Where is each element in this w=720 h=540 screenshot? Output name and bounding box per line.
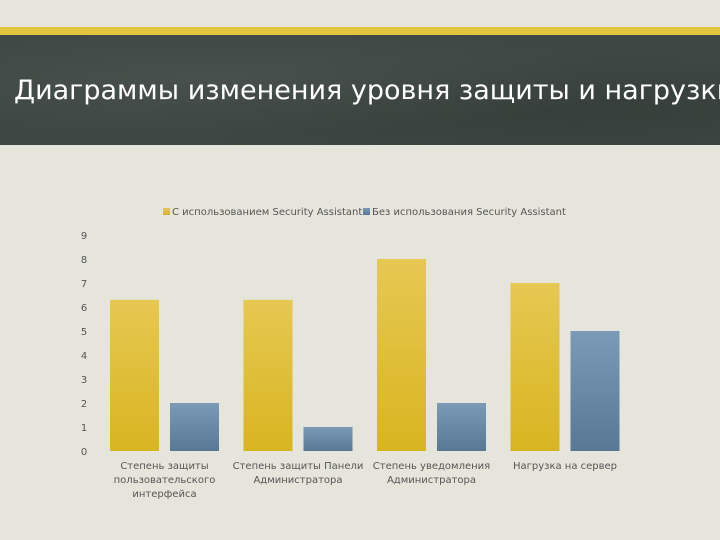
legend-swatch-without bbox=[363, 208, 370, 215]
x-category-label: Степень уведомления Администратора bbox=[373, 461, 490, 486]
bar-without-assistant bbox=[570, 331, 620, 451]
chart-legend: С использованием Security Assistant Без … bbox=[163, 207, 566, 218]
legend-label-with: С использованием Security Assistant bbox=[172, 207, 362, 218]
legend-label-without: Без использования Security Assistant bbox=[372, 207, 566, 218]
y-tick-label: 3 bbox=[81, 375, 87, 386]
bar-without-assistant bbox=[303, 427, 353, 451]
legend-swatch-with bbox=[163, 208, 170, 215]
bars bbox=[110, 259, 620, 451]
bar-chart: С использованием Security Assistant Без … bbox=[81, 207, 620, 500]
y-tick-label: 6 bbox=[81, 303, 87, 314]
bar-without-assistant bbox=[170, 403, 219, 451]
bar-with-assistant bbox=[110, 299, 159, 451]
y-tick-label: 2 bbox=[81, 399, 87, 410]
x-axis: Степень защиты пользовательского интерфейс… bbox=[114, 461, 617, 500]
title-banner: Диаграммы изменения уровня защиты и нагр… bbox=[0, 35, 720, 145]
x-category-label: Степень защиты Панели Администратора bbox=[233, 461, 364, 486]
bar-without-assistant bbox=[437, 403, 486, 451]
y-axis: 0 1 2 3 4 5 6 7 8 9 bbox=[81, 231, 87, 458]
slide-title: Диаграммы изменения уровня защиты и нагр… bbox=[14, 75, 720, 106]
bar-with-assistant bbox=[243, 299, 293, 451]
top-accent-stripe bbox=[0, 27, 720, 35]
bar-with-assistant bbox=[377, 259, 426, 451]
x-category-label: Степень защиты пользовательского интерфейс… bbox=[114, 461, 216, 500]
y-tick-label: 1 bbox=[81, 423, 87, 434]
y-tick-label: 4 bbox=[81, 351, 87, 362]
bar-with-assistant bbox=[510, 283, 560, 451]
x-category-label: Нагрузка на сервер bbox=[513, 461, 617, 472]
y-tick-label: 0 bbox=[81, 447, 87, 458]
y-tick-label: 8 bbox=[81, 255, 87, 266]
y-tick-label: 5 bbox=[81, 327, 87, 338]
y-tick-label: 7 bbox=[81, 279, 87, 290]
y-tick-label: 9 bbox=[81, 231, 87, 242]
